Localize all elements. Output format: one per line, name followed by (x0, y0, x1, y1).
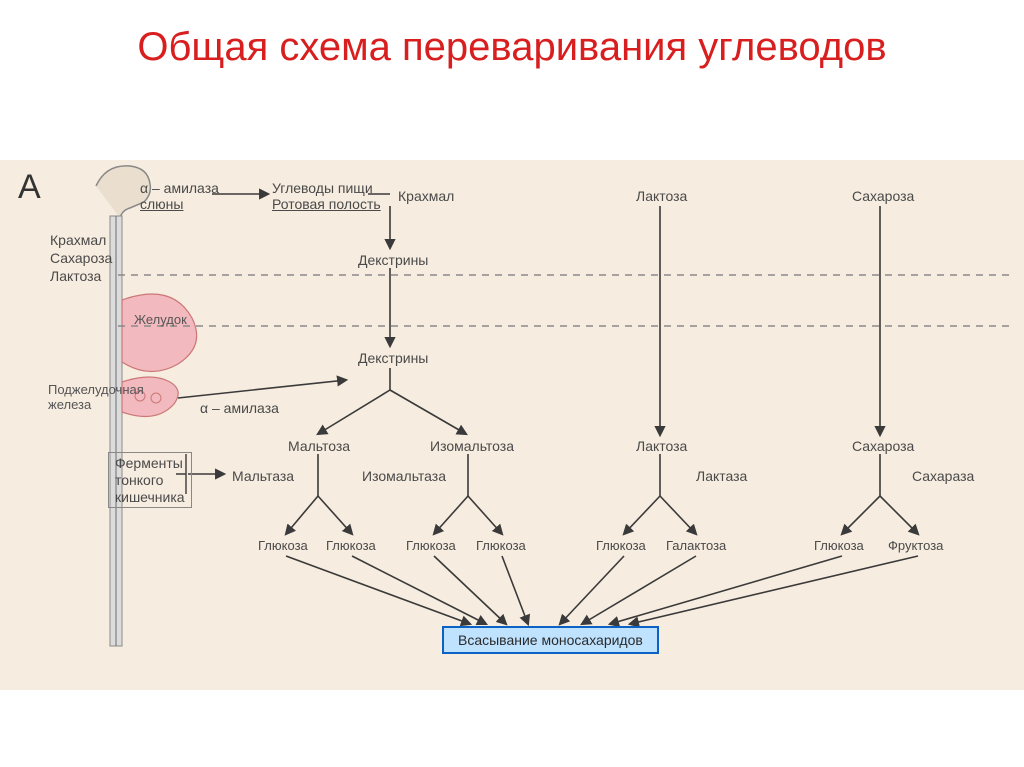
label-glucose-2: Глюкоза (326, 538, 376, 553)
label-maltase: Мальтаза (232, 468, 294, 484)
label-starch: Крахмал (398, 188, 454, 204)
label-glucose-5: Глюкоза (596, 538, 646, 553)
label-food-carbs: Углеводы пищи Ротовая полость (272, 180, 381, 212)
label-amylase-saliva: α – амилаза слюны (140, 180, 219, 212)
label-sucrase: Сахараза (912, 468, 974, 484)
label-amylase-pancreas: α – амилаза (200, 400, 279, 416)
label-galactose: Галактоза (666, 538, 726, 553)
label-lactase: Лактаза (696, 468, 747, 484)
label-stomach: Желудок (134, 312, 187, 327)
diagram: А α – амилаза слюны Углеводы пищи Ротова… (0, 150, 1024, 750)
label-dextrins-1: Декстрины (358, 252, 428, 268)
label-fructose: Фруктоза (888, 538, 943, 553)
label-sucrose-top: Сахароза (852, 188, 914, 204)
label-left-sucrose: Сахароза (50, 250, 112, 266)
label-sucrose-mid: Сахароза (852, 438, 914, 454)
label-dextrins-2: Декстрины (358, 350, 428, 366)
page-title: Общая схема переваривания углеводов (0, 0, 1024, 78)
label-glucose-4: Глюкоза (476, 538, 526, 553)
label-left-lactose: Лактоза (50, 268, 101, 284)
label-glucose-6: Глюкоза (814, 538, 864, 553)
label-left-starch: Крахмал (50, 232, 106, 248)
label-lactose-top: Лактоза (636, 188, 687, 204)
label-isomaltase: Изомальтаза (362, 468, 446, 484)
label-lactose-mid: Лактоза (636, 438, 687, 454)
label-isomaltose: Изомальтоза (430, 438, 514, 454)
panel-letter: А (18, 168, 41, 207)
result-absorption-box: Всасывание моносахаридов (442, 626, 659, 654)
label-enzymes-intestine: Ферменты тонкого кишечника (108, 452, 192, 508)
label-pancreas: Поджелудочнаяжелеза (48, 382, 144, 412)
label-glucose-3: Глюкоза (406, 538, 456, 553)
label-glucose-1: Глюкоза (258, 538, 308, 553)
label-maltose: Мальтоза (288, 438, 350, 454)
